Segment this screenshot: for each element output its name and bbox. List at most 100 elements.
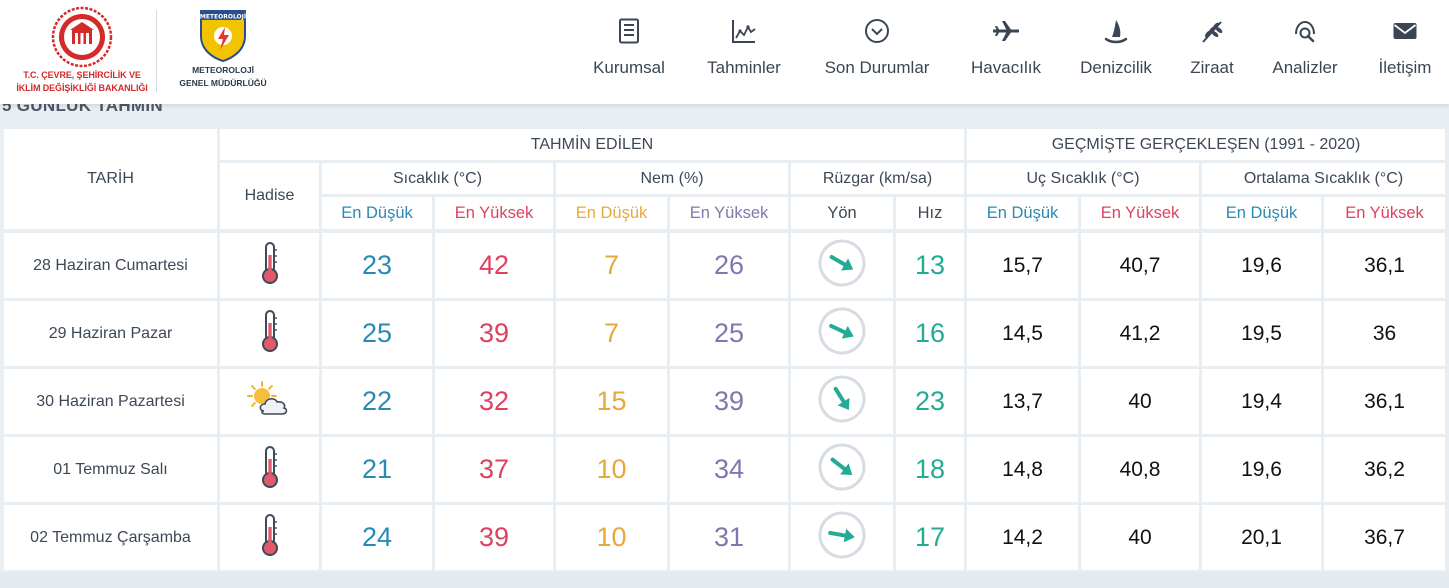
hum-low-cell: 7 xyxy=(556,301,667,366)
nav-label: İletişim xyxy=(1378,58,1432,77)
wind-speed-cell: 13 xyxy=(896,233,964,298)
footer-strip xyxy=(0,572,1449,588)
ext-low-cell: 14,8 xyxy=(967,437,1078,502)
hum-high-cell: 26 xyxy=(670,233,788,298)
avg-high-cell: 36,1 xyxy=(1324,233,1445,298)
ext-high-cell: 40,8 xyxy=(1081,437,1199,502)
avg-high-cell: 36,1 xyxy=(1324,369,1445,434)
analysis-icon xyxy=(1268,18,1342,48)
ext-low-cell: 14,5 xyxy=(967,301,1078,366)
header-history-group: GEÇMİŞTE GERÇEKLEŞEN (1991 - 2020) xyxy=(967,129,1445,160)
nav-denizcilik[interactable]: Denizcilik xyxy=(1074,18,1158,78)
hum-high-cell: 25 xyxy=(670,301,788,366)
sub-hum-high: En Yüksek xyxy=(670,197,788,229)
avg-high-cell: 36,2 xyxy=(1324,437,1445,502)
nav-son-durumlar[interactable]: Son Durumlar xyxy=(818,18,936,78)
wind-direction-arrow-icon xyxy=(817,238,867,293)
nav-label: Denizcilik xyxy=(1080,58,1152,77)
partly-cloudy-icon xyxy=(246,381,294,422)
ext-low-cell: 14,2 xyxy=(967,505,1078,570)
ministry-name-line2: İKLİM DEĞİŞİKLİĞİ BAKANLIĞI xyxy=(16,83,148,93)
wind-direction-arrow-icon xyxy=(817,374,867,429)
header-wind: Rüzgar (km/sa) xyxy=(791,163,964,194)
temp-low-cell: 22 xyxy=(322,369,432,434)
ext-low-cell: 13,7 xyxy=(967,369,1078,434)
date-cell: 29 Haziran Pazar xyxy=(4,301,217,366)
wind-speed-cell: 16 xyxy=(896,301,964,366)
wind-direction-arrow-icon xyxy=(817,510,867,565)
avg-low-cell: 19,4 xyxy=(1202,369,1321,434)
nav-tahminler[interactable]: Tahminler xyxy=(700,18,788,78)
nav-analizler[interactable]: Analizler xyxy=(1268,18,1342,78)
wind-direction-arrow-icon xyxy=(817,442,867,497)
chart-icon xyxy=(700,18,788,48)
site-header: T.C. ÇEVRE, ŞEHİRCİLİK VE İKLİM DEĞİŞİKL… xyxy=(0,0,1449,104)
temp-high-cell: 39 xyxy=(435,301,553,366)
hum-high-cell: 31 xyxy=(670,505,788,570)
envelope-icon xyxy=(1370,18,1440,48)
header-temperature: Sıcaklık (°C) xyxy=(322,163,553,194)
avg-low-cell: 19,6 xyxy=(1202,437,1321,502)
hum-low-cell: 10 xyxy=(556,505,667,570)
header-extreme-temp: Uç Sıcaklık (°C) xyxy=(967,163,1199,194)
thermometer-icon xyxy=(259,309,281,358)
event-cell xyxy=(220,437,319,502)
temp-low-cell: 21 xyxy=(322,437,432,502)
ext-high-cell: 40 xyxy=(1081,505,1199,570)
event-cell xyxy=(220,505,319,570)
header-event: Hadise xyxy=(220,163,319,229)
temp-low-cell: 24 xyxy=(322,505,432,570)
mgm-logo[interactable]: METEOROLOJİ METEOROLOJİ GENEL MÜDÜRLÜĞÜ xyxy=(168,8,278,98)
header-date: TARİH xyxy=(4,129,217,229)
sub-temp-high: En Yüksek xyxy=(435,197,553,229)
date-cell: 01 Temmuz Salı xyxy=(4,437,217,502)
nav-label: Ziraat xyxy=(1190,58,1234,77)
ext-high-cell: 41,2 xyxy=(1081,301,1199,366)
nav-ziraat[interactable]: Ziraat xyxy=(1186,18,1238,78)
wind-direction-cell xyxy=(791,301,893,366)
mgm-badge-text: METEOROLOJİ xyxy=(200,14,246,21)
nav-label: Havacılık xyxy=(971,58,1041,77)
temp-high-cell: 32 xyxy=(435,369,553,434)
sub-hum-low: En Düşük xyxy=(556,197,667,229)
date-cell: 28 Haziran Cumartesi xyxy=(4,233,217,298)
avg-high-cell: 36 xyxy=(1324,301,1445,366)
wind-direction-cell xyxy=(791,369,893,434)
mgm-shield-icon: METEOROLOJİ xyxy=(200,10,246,62)
nav-iletisim[interactable]: İletişim xyxy=(1370,18,1440,78)
wind-speed-cell: 23 xyxy=(896,369,964,434)
wind-direction-arrow-icon xyxy=(817,306,867,361)
wind-speed-cell: 18 xyxy=(896,437,964,502)
hum-low-cell: 15 xyxy=(556,369,667,434)
nav-kurumsal[interactable]: Kurumsal xyxy=(588,18,670,78)
hum-high-cell: 39 xyxy=(670,369,788,434)
wind-speed-cell: 17 xyxy=(896,505,964,570)
temp-high-cell: 39 xyxy=(435,505,553,570)
date-cell: 02 Temmuz Çarşamba xyxy=(4,505,217,570)
temp-high-cell: 42 xyxy=(435,233,553,298)
mgm-name-line1: METEOROLOJİ xyxy=(192,65,254,75)
date-cell: 30 Haziran Pazartesi xyxy=(4,369,217,434)
mgm-name-line2: GENEL MÜDÜRLÜĞÜ xyxy=(179,78,267,88)
avg-low-cell: 20,1 xyxy=(1202,505,1321,570)
header-average-temp: Ortalama Sıcaklık (°C) xyxy=(1202,163,1445,194)
temp-low-cell: 25 xyxy=(322,301,432,366)
nav-label: Analizler xyxy=(1272,58,1338,77)
avg-low-cell: 19,5 xyxy=(1202,301,1321,366)
sub-wind-direction: Yön xyxy=(791,197,893,229)
sub-avg-low: En Düşük xyxy=(1202,197,1321,229)
avg-high-cell: 36,7 xyxy=(1324,505,1445,570)
avg-low-cell: 19,6 xyxy=(1202,233,1321,298)
hum-high-cell: 34 xyxy=(670,437,788,502)
ministry-logo[interactable]: T.C. ÇEVRE, ŞEHİRCİLİK VE İKLİM DEĞİŞİKL… xyxy=(12,6,152,96)
nav-label: Son Durumlar xyxy=(824,58,930,77)
thermometer-icon xyxy=(259,513,281,562)
wind-direction-cell xyxy=(791,505,893,570)
header-forecast-group: TAHMİN EDİLEN xyxy=(220,129,964,160)
temp-high-cell: 37 xyxy=(435,437,553,502)
nav-havacilik[interactable]: Havacılık xyxy=(966,18,1046,78)
sub-ext-low: En Düşük xyxy=(967,197,1078,229)
wind-direction-cell xyxy=(791,437,893,502)
nav-label: Tahminler xyxy=(707,58,781,77)
sub-wind-speed: Hız xyxy=(896,197,964,229)
